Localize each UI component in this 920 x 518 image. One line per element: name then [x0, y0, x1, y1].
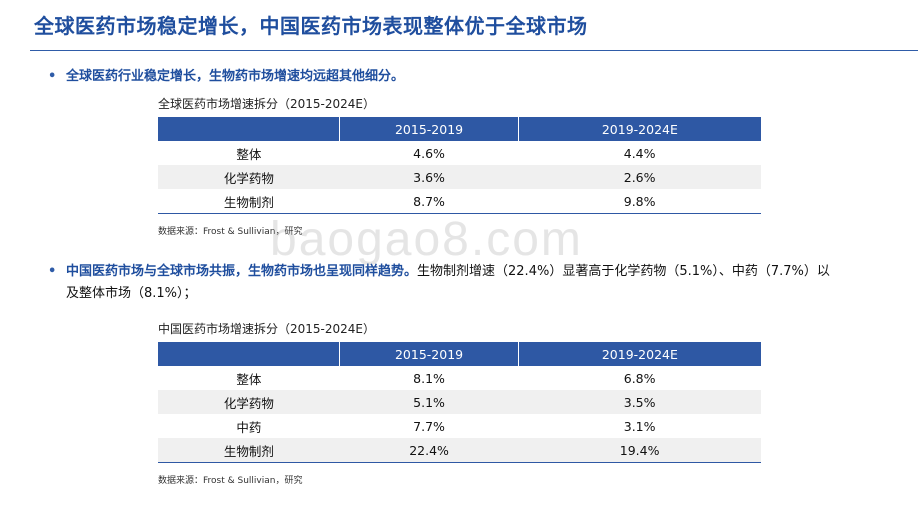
- cell-value: 9.8%: [518, 189, 761, 214]
- cell-value: 3.5%: [518, 390, 761, 414]
- watermark: baogao8.com: [270, 213, 583, 266]
- table-row: 整体 8.1% 6.8%: [158, 366, 761, 390]
- bullet-rest-text: 生物制剂增速（22.4%）显著高于化学药物（5.1%）、中药（7.7%）以及整体…: [66, 264, 830, 301]
- table-row: 生物制剂 8.7% 9.8%: [158, 189, 761, 214]
- data-source-note: 数据来源：Frost & Sullivian，研究: [158, 476, 303, 486]
- bullet-china: • 中国医药市场与全球市场共振，生物药市场也呈现同样趋势。生物制剂增速（22.4…: [48, 261, 838, 305]
- cell-value: 19.4%: [518, 438, 761, 463]
- table-caption-china: 中国医药市场增速拆分（2015-2024E）: [158, 322, 375, 336]
- slide-title: 全球医药市场稳定增长，中国医药市场表现整体优于全球市场: [34, 14, 588, 38]
- header-cell-category: [158, 342, 340, 366]
- table-row: 化学药物 5.1% 3.5%: [158, 390, 761, 414]
- cell-value: 3.1%: [623, 418, 656, 434]
- row-label: 中药: [236, 419, 262, 435]
- table-row: 整体 4.6% 4.4%: [158, 141, 761, 165]
- header-cell-period-1: 2015-2019: [339, 117, 519, 141]
- table-global-growth: 2015-2019 2019-2024E 整体 4.6% 4.4% 化学药物 3…: [158, 117, 761, 214]
- cell-value: 8.1%: [413, 370, 445, 386]
- data-source-note: 数据来源：Frost & Sullivian，研究: [158, 227, 303, 237]
- row-label: 化学药物: [158, 390, 340, 414]
- table-header-row: 2015-2019 2019-2024E: [158, 342, 761, 366]
- row-label: 生物制剂: [158, 438, 340, 463]
- cell-value: 3.6%: [339, 165, 519, 189]
- row-label: 生物制剂: [158, 189, 340, 214]
- row-label: 整体: [236, 146, 262, 162]
- table-header-row: 2015-2019 2019-2024E: [158, 117, 761, 141]
- cell-value: 7.7%: [413, 418, 445, 434]
- cell-value: 2.6%: [518, 165, 761, 189]
- bullet-text: 中国医药市场与全球市场共振，生物药市场也呈现同样趋势。生物制剂增速（22.4%）…: [48, 261, 838, 305]
- table-china-growth: 2015-2019 2019-2024E 整体 8.1% 6.8% 化学药物 5…: [158, 342, 761, 463]
- header-cell-period-1: 2015-2019: [339, 342, 519, 366]
- cell-value: 6.8%: [623, 370, 656, 386]
- cell-value: 8.7%: [339, 189, 519, 214]
- cell-value: 5.1%: [339, 390, 519, 414]
- bullet-global: • 全球医药行业稳定增长，生物药市场增速均远超其他细分。: [48, 66, 808, 88]
- bullet-strong-text: 中国医药市场与全球市场共振，生物药市场也呈现同样趋势。: [66, 264, 418, 279]
- cell-value: 4.4%: [623, 145, 656, 161]
- bullet-marker: •: [48, 69, 57, 84]
- table-row: 化学药物 3.6% 2.6%: [158, 165, 761, 189]
- row-label: 化学药物: [158, 165, 340, 189]
- cell-value: 22.4%: [339, 438, 519, 463]
- bullet-text: 全球医药行业稳定增长，生物药市场增速均远超其他细分。: [48, 66, 808, 88]
- header-cell-period-2: 2019-2024E: [517, 342, 761, 366]
- row-label: 整体: [236, 371, 262, 387]
- table-row: 生物制剂 22.4% 19.4%: [158, 438, 761, 463]
- table-row: 中药 7.7% 3.1%: [158, 414, 761, 438]
- bullet-marker: •: [48, 264, 57, 279]
- header-cell-period-2: 2019-2024E: [517, 117, 761, 141]
- title-divider: [30, 50, 918, 51]
- header-cell-category: [158, 117, 340, 141]
- table-caption-global: 全球医药市场增速拆分（2015-2024E）: [158, 97, 375, 111]
- bullet-strong-text: 全球医药行业稳定增长，生物药市场增速均远超其他细分。: [66, 69, 405, 84]
- cell-value: 4.6%: [413, 145, 445, 161]
